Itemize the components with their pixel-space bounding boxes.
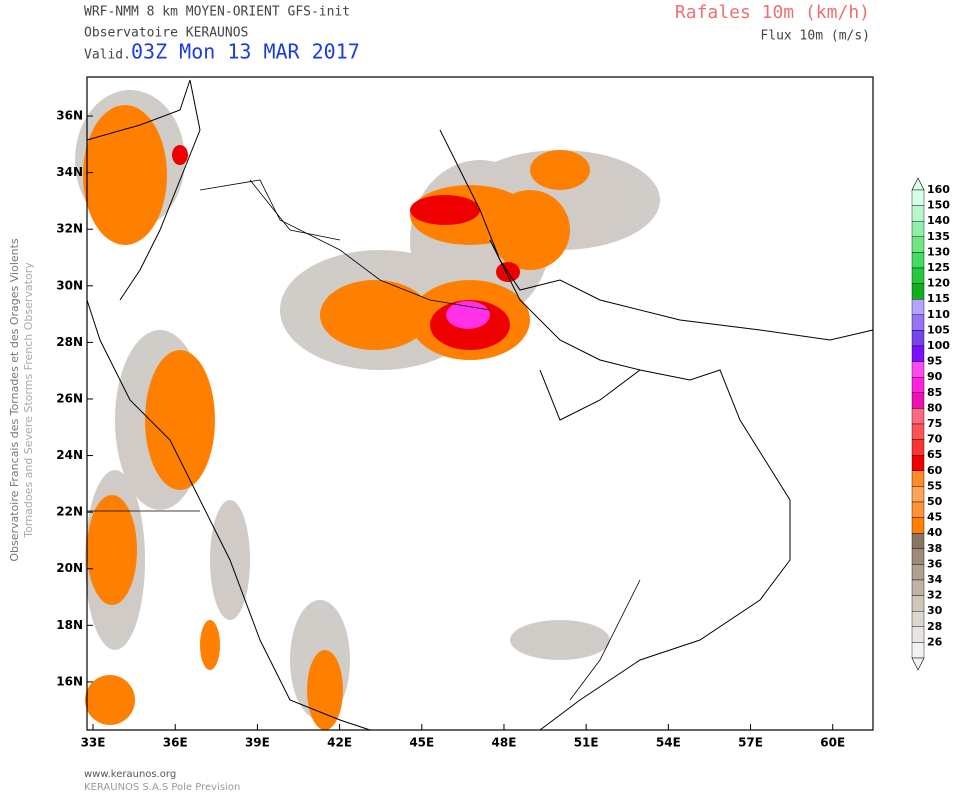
colorbar-swatch (911, 314, 925, 331)
colorbar-swatch (911, 252, 925, 269)
colorbar-label: 135 (927, 230, 950, 243)
map-area (75, 76, 874, 731)
colorbar-label: 125 (927, 261, 950, 274)
colorbar-label: 100 (927, 339, 950, 352)
colorbar-label: 45 (927, 511, 942, 524)
colorbar-swatch (911, 642, 925, 659)
colorbar-label: 36 (927, 557, 943, 570)
colorbar-label: 26 (927, 635, 943, 648)
x-tick-label: 57E (738, 736, 763, 750)
colorbar-label: 55 (927, 479, 942, 492)
y-tick-label: 22N (56, 505, 83, 519)
colorbar-swatch (911, 439, 925, 456)
colorbar-swatch (911, 267, 925, 284)
valid-time: 03Z Mon 13 MAR 2017 (131, 40, 360, 64)
colorbar-label: 38 (927, 542, 942, 555)
colorbar-swatch (911, 501, 925, 518)
x-tick-label: 51E (574, 736, 599, 750)
x-tick-label: 60E (820, 736, 845, 750)
colorbar-swatch (911, 486, 925, 503)
colorbar-swatch (911, 283, 925, 300)
x-tick-label: 33E (81, 736, 106, 750)
colorbar-swatch (911, 189, 925, 206)
colorbar-label: 130 (927, 245, 950, 258)
x-tick-label: 42E (327, 736, 352, 750)
footer-site: www.keraunos.org (84, 769, 176, 780)
colorbar-swatch (911, 611, 925, 628)
x-tick-label: 36E (163, 736, 188, 750)
colorbar-swatch (911, 408, 925, 425)
colorbar-swatch (911, 564, 925, 581)
borders (87, 179, 641, 701)
colorbar-label: 75 (927, 417, 942, 430)
side-text: Tornadoes and Severe Storms French Obser… (22, 262, 35, 539)
y-tick-label: 16N (56, 674, 83, 688)
y-tick-label: 20N (56, 561, 83, 575)
y-tick-label: 34N (56, 165, 83, 179)
colorbar-label: 30 (927, 604, 943, 617)
colorbar-label: 90 (927, 370, 943, 383)
y-tick-label: 32N (56, 222, 83, 236)
footer-company: KERAUNOS S.A.S Pole Prevision (84, 782, 240, 793)
colorbar-label: 28 (927, 620, 942, 633)
colorbar-swatch (911, 236, 925, 253)
y-tick-label: 24N (56, 448, 83, 462)
colorbar-label: 160 (927, 183, 950, 196)
x-tick-label: 48E (492, 736, 517, 750)
colorbar-cap (911, 177, 925, 191)
map-frame (86, 76, 874, 731)
colorbar-swatch (911, 626, 925, 643)
colorbar-swatch (911, 377, 925, 394)
side-text: Observatoire Francais des Tornades et de… (8, 238, 21, 562)
model-title: WRF-NMM 8 km MOYEN-ORIENT GFS-init (84, 5, 350, 20)
colorbar-label: 40 (927, 526, 943, 539)
y-tick-label: 30N (56, 278, 83, 292)
subfield-title: Flux 10m (m/s) (760, 29, 870, 44)
colorbar-label: 70 (927, 433, 943, 446)
colorbar-label: 85 (927, 386, 942, 399)
y-tick-label: 18N (56, 618, 83, 632)
y-tick-label: 28N (56, 335, 83, 349)
x-tick-label: 54E (656, 736, 681, 750)
colorbar-label: 80 (927, 401, 943, 414)
colorbar-label: 110 (927, 308, 950, 321)
x-tick-label: 39E (245, 736, 270, 750)
colorbar-cap (911, 657, 925, 671)
gust-magenta (446, 301, 490, 329)
colorbar-swatch (911, 345, 925, 362)
colorbar-swatch (911, 470, 925, 487)
coastlines (86, 79, 874, 731)
colorbar-label: 150 (927, 199, 950, 212)
colorbar-swatch (911, 517, 925, 534)
colorbar-swatch (911, 579, 925, 596)
colorbar-label: 60 (927, 464, 943, 477)
colorbar-swatch (911, 595, 925, 612)
colorbar-swatch (911, 392, 925, 409)
colorbar-swatch (911, 548, 925, 565)
colorbar-label: 34 (927, 573, 943, 586)
valid-label: Valid. (84, 48, 131, 63)
colorbar-label: 50 (927, 495, 943, 508)
colorbar-label: 115 (927, 292, 950, 305)
colorbar-label: 65 (927, 448, 942, 461)
org-title: Observatoire KERAUNOS (84, 26, 248, 41)
colorbar-swatch (911, 220, 925, 237)
colorbar-label: 105 (927, 323, 950, 336)
colorbar-label: 32 (927, 589, 942, 602)
y-tick-label: 36N (56, 109, 83, 123)
colorbar-swatch (911, 423, 925, 440)
colorbar-label: 120 (927, 277, 950, 290)
colorbar-label: 140 (927, 214, 950, 227)
x-tick-label: 45E (409, 736, 434, 750)
colorbar-label: 95 (927, 355, 942, 368)
field-title: Rafales 10m (km/h) (675, 2, 870, 23)
colorbar-swatch (911, 533, 925, 550)
colorbar-swatch (911, 330, 925, 347)
colorbar-swatch (911, 299, 925, 316)
y-tick-label: 26N (56, 391, 83, 405)
colorbar-swatch (911, 361, 925, 378)
colorbar-swatch (911, 205, 925, 222)
colorbar-swatch (911, 455, 925, 472)
